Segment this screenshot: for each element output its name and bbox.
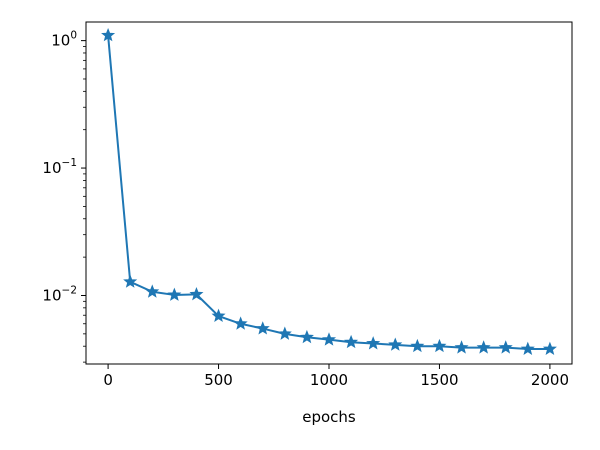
x-tick-label: 2000 (531, 371, 569, 389)
data-point (321, 332, 337, 346)
data-point (542, 341, 557, 356)
data-point (344, 334, 359, 349)
y-tick-label: 10−1 (42, 157, 77, 177)
data-point (277, 326, 292, 340)
x-tick-label: 1000 (310, 371, 348, 389)
data-point (255, 321, 270, 335)
y-tick-label: 10−2 (42, 284, 77, 304)
x-tick-label: 0 (103, 371, 113, 389)
data-point (410, 338, 425, 353)
data-point (101, 27, 116, 42)
data-point (167, 287, 182, 301)
data-point (388, 337, 403, 351)
data-point (123, 274, 138, 288)
x-axis-label: epochs (302, 408, 356, 426)
plot-background (86, 22, 572, 364)
data-point (189, 287, 204, 301)
data-point (366, 336, 381, 350)
y-axis: 100 10−1 10−2 (42, 30, 86, 304)
series-layer (101, 27, 557, 356)
data-point (233, 316, 248, 330)
x-axis: 0 500 1000 1500 2000 (103, 364, 569, 389)
x-tick-label: 500 (204, 371, 233, 389)
data-point (211, 308, 226, 322)
data-point (432, 338, 447, 353)
data-point (498, 340, 513, 354)
data-point (520, 341, 535, 356)
data-point (299, 329, 314, 344)
x-tick-label: 1500 (420, 371, 458, 389)
y-tick-label: 100 (51, 30, 77, 50)
data-point (454, 340, 469, 354)
plot-frame (85, 21, 573, 365)
data-point (476, 340, 491, 354)
data-point (145, 284, 160, 298)
